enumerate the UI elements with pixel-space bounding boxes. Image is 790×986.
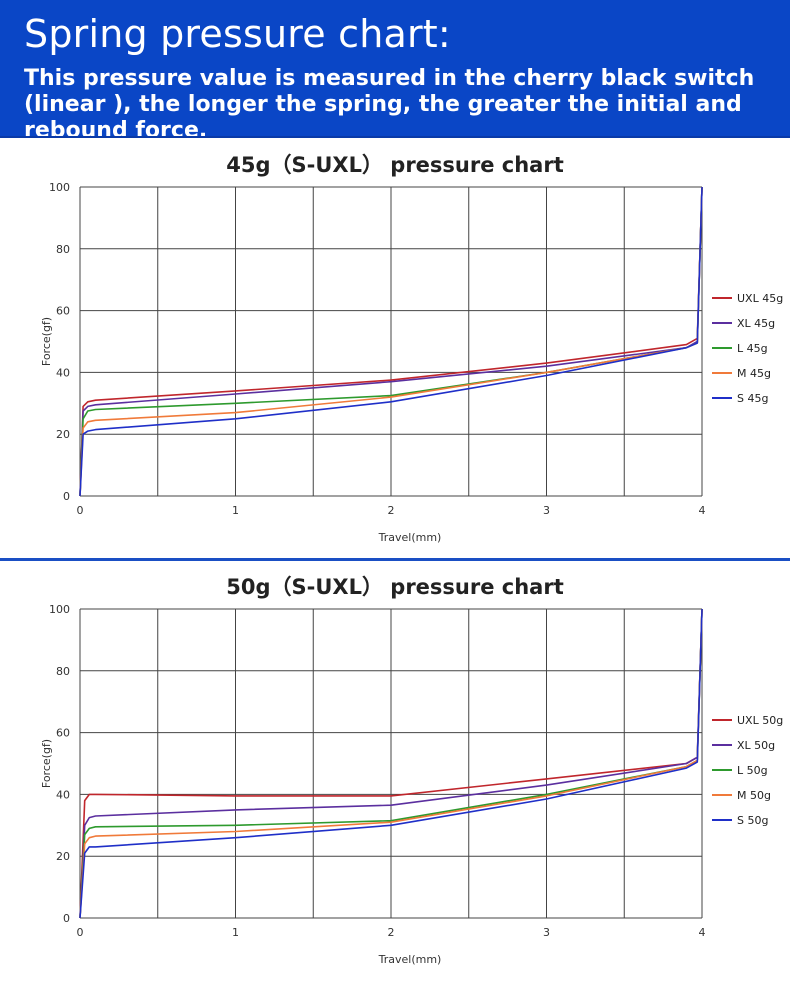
legend-label: L 45g	[737, 342, 768, 355]
legend-label: XL 50g	[737, 739, 775, 752]
x-axis-label: Travel(mm)	[378, 531, 442, 544]
x-tick-label: 2	[388, 926, 395, 939]
legend-label: L 50g	[737, 764, 768, 777]
chart-50g: 50g（S-UXL） pressure chart 0 20 40 60 80 100 0 1 2…	[40, 575, 783, 966]
y-tick-label: 40	[56, 788, 70, 801]
y-axis-label: Force(gf)	[40, 317, 53, 366]
legend-label: UXL 45g	[737, 292, 783, 305]
x-tick-label: 0	[77, 926, 84, 939]
chart-45g: 45g（S-UXL） pressure chart 0 20 40 60 80 100 0 1 2…	[40, 153, 783, 544]
y-tick-label: 100	[49, 181, 70, 194]
chart-panel-50g: 50g（S-UXL） pressure chart 0 20 40 60 80 100 0 1 2…	[0, 562, 790, 982]
y-tick-label: 20	[56, 428, 70, 441]
y-tick-label: 80	[56, 243, 70, 256]
legend: UXL 50g XL 50g L 50g M 50g S 50g	[712, 714, 783, 827]
chart-title: 50g（S-UXL） pressure chart	[226, 575, 564, 599]
legend-label: M 45g	[737, 367, 771, 380]
legend: UXL 45g XL 45g L 45g M 45g S 45g	[712, 292, 783, 405]
grid	[79, 186, 703, 497]
x-tick-label: 2	[388, 504, 395, 517]
y-axis-label: Force(gf)	[40, 739, 53, 788]
legend-label: M 50g	[737, 789, 771, 802]
chart-panel-45g: 45g（S-UXL） pressure chart 0 20 40 60 80 100 0 1 2…	[0, 140, 790, 558]
header-underline	[0, 136, 790, 138]
x-tick-label: 4	[699, 504, 706, 517]
y-tick-label: 20	[56, 850, 70, 863]
legend-label: S 45g	[737, 392, 768, 405]
series-group	[79, 608, 703, 919]
x-tick-label: 4	[699, 926, 706, 939]
y-tick-label: 0	[63, 490, 70, 503]
series-line-xl-50g	[79, 608, 703, 919]
series-line-s-45g	[79, 186, 703, 497]
y-tick-label: 100	[49, 603, 70, 616]
x-tick-label: 1	[232, 926, 239, 939]
series-line-s-50g	[79, 608, 703, 919]
x-tick-label: 0	[77, 504, 84, 517]
y-tick-label: 80	[56, 665, 70, 678]
page-title: Spring pressure chart:	[24, 12, 451, 56]
y-tick-label: 60	[56, 727, 70, 740]
grid	[79, 608, 703, 919]
series-line-uxl-45g	[79, 186, 703, 497]
y-tick-label: 40	[56, 366, 70, 379]
legend-label: XL 45g	[737, 317, 775, 330]
x-tick-label: 1	[232, 504, 239, 517]
page-subtitle: This pressure value is measured in the c…	[24, 66, 755, 143]
x-tick-label: 3	[543, 926, 550, 939]
legend-label: UXL 50g	[737, 714, 783, 727]
y-tick-label: 0	[63, 912, 70, 925]
chart-title: 45g（S-UXL） pressure chart	[226, 153, 564, 177]
series-group	[79, 186, 703, 497]
x-tick-label: 3	[543, 504, 550, 517]
series-line-m-50g	[79, 608, 703, 919]
y-tick-label: 60	[56, 305, 70, 318]
legend-label: S 50g	[737, 814, 768, 827]
header-banner: Spring pressure chart: This pressure val…	[0, 0, 790, 143]
panel-divider	[0, 558, 790, 561]
x-axis-label: Travel(mm)	[378, 953, 442, 966]
